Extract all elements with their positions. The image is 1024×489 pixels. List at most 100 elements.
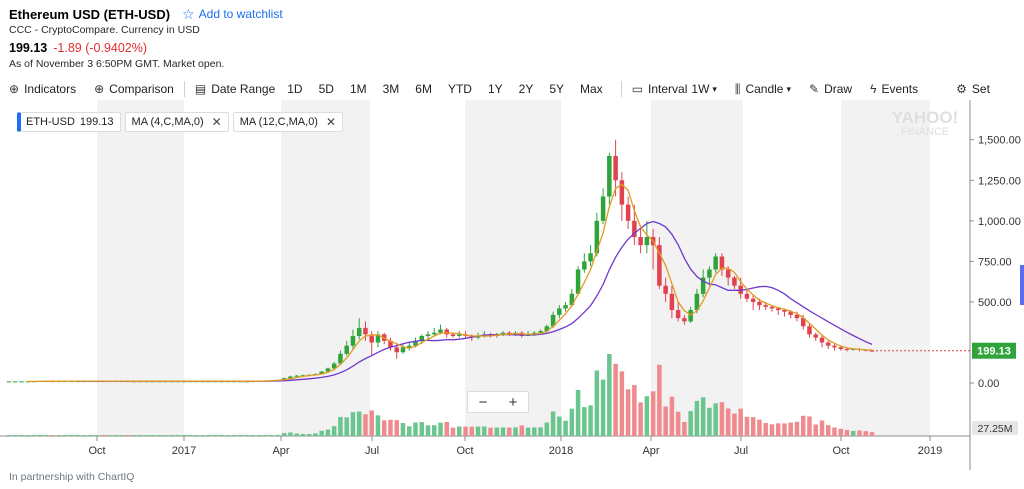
volume-bar — [294, 433, 299, 436]
last-price-box — [972, 342, 1016, 359]
range-3m[interactable]: 3M — [382, 82, 400, 96]
add-to-watchlist-label: Add to watchlist — [198, 7, 283, 21]
candle-body — [638, 237, 643, 246]
chip-price: 199.13 — [79, 116, 114, 128]
indicators-label: Indicators — [24, 82, 77, 96]
volume-bar — [500, 427, 506, 436]
volume-bar — [575, 390, 581, 436]
volume-bar — [588, 405, 593, 436]
volume-bar — [688, 411, 693, 436]
volume-bar — [625, 389, 631, 436]
range-1y[interactable]: 1Y — [487, 82, 503, 96]
volume-bar — [594, 370, 600, 436]
date-range-button[interactable]: ▤ Date Range — [195, 82, 275, 96]
candle-body — [763, 305, 768, 307]
range-6m[interactable]: 6M — [415, 82, 432, 96]
settings-button[interactable]: ⚙ Set — [956, 82, 990, 96]
volume-bar — [363, 414, 368, 436]
volume-bar — [19, 435, 24, 436]
candle-body — [363, 327, 368, 335]
interval-dropdown[interactable]: ▭ Interval 1W ▾ — [632, 82, 717, 96]
candle-body — [338, 353, 343, 364]
volume-bar — [350, 412, 356, 436]
toolbar-divider — [620, 81, 622, 97]
volume-bar — [725, 408, 731, 436]
volume-bar — [682, 422, 687, 436]
candle-body — [588, 253, 593, 262]
events-button[interactable]: ϟ Events — [870, 82, 918, 96]
close-icon[interactable]: ✕ — [211, 115, 222, 129]
candle-body — [844, 348, 850, 350]
volume-bar — [394, 420, 399, 436]
close-icon[interactable]: ✕ — [325, 115, 337, 129]
volume-bar — [256, 435, 262, 436]
range-2y[interactable]: 2Y — [518, 82, 534, 96]
candle-body — [319, 371, 324, 375]
indicators-button[interactable]: ⊕ Indicators — [9, 82, 76, 96]
candle-body — [775, 308, 781, 311]
volume-bar — [563, 420, 568, 436]
draw-button[interactable]: ✎ Draw — [809, 82, 852, 96]
candle-body — [819, 337, 825, 343]
y-tick-label: 1,000.00 — [978, 216, 1021, 228]
volume-bar — [119, 435, 124, 436]
comparison-button[interactable]: ⊕ Comparison — [94, 82, 174, 96]
price-change: -1.89 (-0.9402%) — [53, 41, 148, 55]
interval-label: Interval — [648, 82, 688, 96]
candle-body — [6, 381, 12, 383]
x-tick-label: Apr — [642, 445, 659, 457]
candle-body — [713, 256, 718, 270]
volume-bar — [369, 410, 374, 436]
zoom-out-button[interactable]: − — [478, 393, 488, 411]
ma12-chip[interactable]: MA (12,C,MA,0) ✕ — [232, 112, 344, 132]
volume-bar — [244, 435, 249, 436]
volume-bar — [732, 413, 737, 436]
candle-body — [13, 381, 18, 383]
candle-body — [394, 347, 399, 353]
volume-bar — [269, 435, 274, 436]
volume-bar — [44, 435, 49, 436]
candle-body — [619, 180, 625, 205]
add-to-watchlist-button[interactable]: ☆ Add to watchlist — [182, 6, 283, 23]
candle-body — [538, 331, 543, 333]
ma4-chip[interactable]: MA (4,C,MA,0) ✕ — [124, 112, 229, 132]
volume-bar — [450, 427, 456, 436]
range-1m[interactable]: 1M — [349, 82, 367, 96]
period-band — [841, 100, 930, 436]
volume-bar — [613, 363, 618, 436]
candle-body — [782, 310, 787, 312]
candle-body — [707, 269, 712, 278]
candle-body — [344, 345, 349, 354]
candle-body — [613, 155, 618, 181]
volume-max-label: 27.25M — [977, 423, 1012, 435]
x-tick-label: 2018 — [549, 445, 573, 457]
volume-bar — [406, 426, 412, 436]
y-tick-label: 1,500.00 — [978, 135, 1021, 147]
price-chart[interactable]: YAHOO!FINANCE 1,500.00 1,250.00 1,000.00 750… — [0, 100, 1024, 470]
range-1d[interactable]: 1D — [287, 82, 303, 96]
candle-body — [413, 340, 418, 346]
volume-bar — [94, 435, 99, 436]
volume-bar — [150, 435, 156, 436]
volume-bar — [69, 435, 74, 436]
candle-body — [813, 334, 818, 338]
volume-bar — [375, 415, 381, 436]
volume-bar — [700, 397, 706, 436]
volume-bar — [638, 402, 643, 436]
chart-type-dropdown[interactable]: ⫼ Candle ▾ — [735, 82, 791, 97]
range-max[interactable]: Max — [580, 82, 603, 96]
volume-bar — [250, 435, 256, 436]
range-ytd[interactable]: YTD — [447, 82, 472, 96]
range-5d[interactable]: 5D — [318, 82, 334, 96]
x-tick-label: Oct — [88, 445, 105, 457]
volume-bar — [38, 435, 43, 436]
zoom-in-button[interactable]: + — [508, 393, 518, 411]
symbol-chip[interactable]: ETH-USD 199.13 — [17, 112, 121, 132]
period-band — [465, 100, 561, 436]
volume-bar — [313, 433, 318, 436]
volume-bar — [131, 435, 137, 436]
volume-bar — [356, 411, 362, 436]
volume-bar — [288, 432, 293, 436]
volume-bar — [813, 424, 818, 436]
range-5y[interactable]: 5Y — [549, 82, 565, 96]
